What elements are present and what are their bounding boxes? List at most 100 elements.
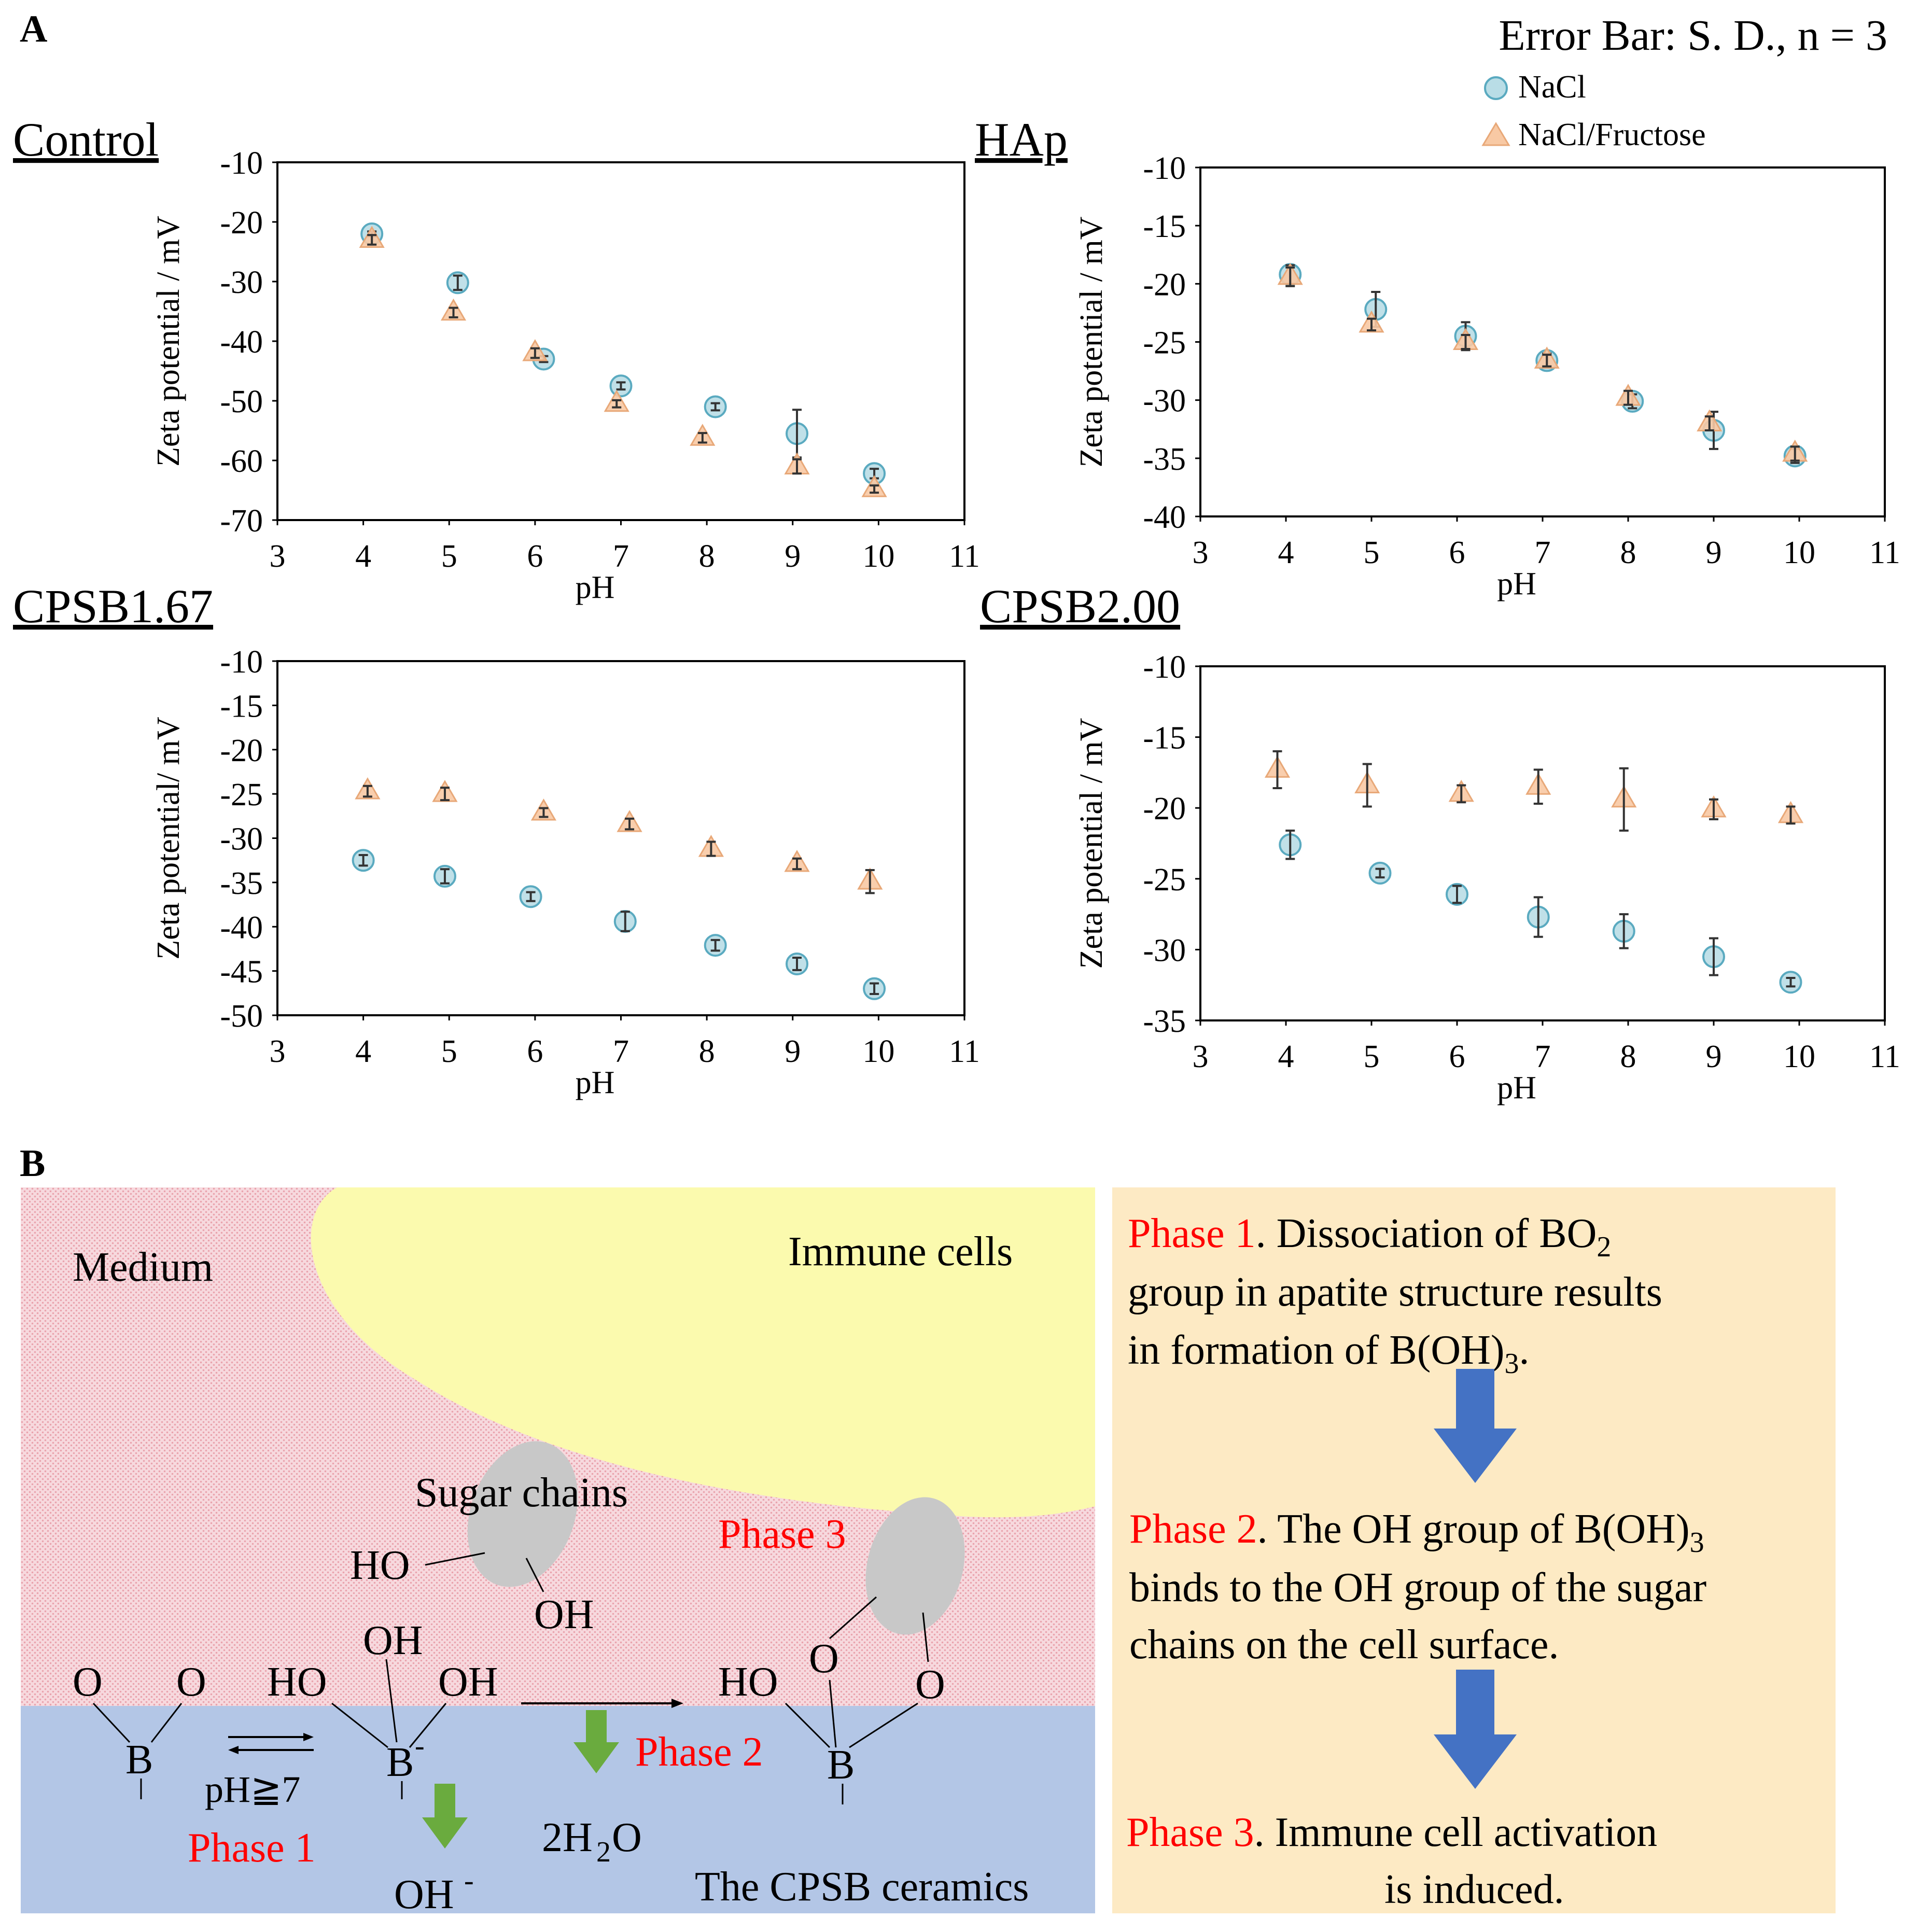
- medium-label: Medium: [73, 1244, 213, 1290]
- steps-background: [1112, 1187, 1836, 1913]
- species1-bond-left: [92, 1702, 131, 1743]
- x-tick-label: 9: [1706, 535, 1722, 570]
- x-tick-label: 7: [1535, 535, 1551, 570]
- chart-title: CPSB2.00: [980, 580, 1180, 633]
- species3-bond-sugar-right: [922, 1612, 929, 1662]
- x-tick-label: 10: [862, 539, 894, 574]
- y-tick-label: -45: [220, 955, 263, 990]
- y-tick-label: -50: [220, 999, 263, 1034]
- x-tick-label: 6: [527, 539, 543, 574]
- x-tick-label: 4: [355, 1034, 371, 1069]
- step3-text-a: . Immune cell activation: [1254, 1810, 1658, 1855]
- chart-cpsb200: CPSB2.00 -10 -15 -20 -25 -30 -353 4 5 6 7 8 9 10 11 pH Z…: [980, 580, 1900, 1105]
- phase-steps-box: Phase 1. Dissociation of BO2 group in ap…: [1112, 1187, 1836, 1913]
- eq-arrow-forward-head: [303, 1733, 314, 1741]
- species3-bond-o-right: [849, 1702, 918, 1748]
- y-tick-label: -35: [1143, 1004, 1186, 1039]
- species1-o-left: O: [73, 1659, 103, 1705]
- x-axis-label: pH: [576, 570, 615, 605]
- step1-line2: group in apatite structure results: [1128, 1269, 1662, 1315]
- x-tick-label: 5: [1364, 535, 1380, 570]
- x-tick-label: 7: [1535, 1039, 1551, 1074]
- x-tick-label: 6: [527, 1034, 543, 1069]
- water-sub-2: 2: [596, 1836, 611, 1868]
- eq-arrow-back-head: [228, 1746, 239, 1754]
- x-tick-label: 3: [270, 539, 286, 574]
- legend-fructose-label: NaCl/Fructose: [1518, 117, 1706, 152]
- chart-cpsb167: CPSB1.67-10 -15 -20 -25 -30 -35 -40 -45 -503 4 5 6 7…: [13, 580, 980, 1100]
- plot-frame: [1199, 665, 1886, 1021]
- y-axis-label: Zeta potential / mV: [151, 216, 186, 467]
- step2-sub: 3: [1690, 1527, 1704, 1559]
- x-tick-label: 10: [1783, 1039, 1815, 1074]
- x-tick-label: 9: [1706, 1039, 1722, 1074]
- plot-frame: [276, 161, 965, 521]
- y-tick-label: -40: [220, 325, 263, 360]
- mechanism-diagram: Medium Immune cells The CPSB ceramics Su…: [21, 1187, 1095, 1917]
- x-tick-label: 8: [1620, 1039, 1636, 1074]
- y-tick-label: -60: [220, 444, 263, 479]
- y-tick-label: -25: [220, 777, 263, 813]
- y-tick-label: -20: [220, 205, 263, 241]
- panel-b-letter: B: [20, 1142, 45, 1185]
- y-tick-label: -35: [1143, 442, 1186, 477]
- y-tick-label: -40: [1143, 500, 1186, 535]
- panel-a-letter: A: [20, 8, 47, 50]
- species2-charge: -: [415, 1730, 425, 1762]
- step2-text-a: . The OH group of B(OH): [1257, 1506, 1690, 1552]
- y-axis-label: Zeta potential / mV: [1074, 216, 1109, 467]
- x-tick-label: 11: [1869, 1039, 1900, 1074]
- y-tick-label: -15: [1143, 209, 1186, 244]
- y-tick-label: -30: [220, 822, 263, 857]
- x-axis-label: pH: [1497, 566, 1536, 601]
- species2-b: B: [386, 1740, 414, 1785]
- y-tick-label: -10: [1143, 151, 1186, 186]
- sugar-chain-1: [467, 1441, 578, 1587]
- sugar-oh: OH: [534, 1592, 594, 1637]
- species1-b: B: [125, 1737, 153, 1783]
- species2-oh-top: OH: [363, 1618, 423, 1663]
- y-axis-label: Zeta potential / mV: [1074, 718, 1109, 969]
- step-arrow-1: [1434, 1369, 1517, 1483]
- reaction-arrow-head: [671, 1699, 683, 1708]
- step2-line3: chains on the cell surface.: [1129, 1622, 1559, 1668]
- species3-bond-ho: [785, 1702, 831, 1748]
- immune-cell-region: [311, 1187, 1095, 1518]
- y-tick-label: -20: [1143, 267, 1186, 302]
- immune-cells-label: Immune cells: [788, 1229, 1013, 1275]
- chart-title: CPSB1.67: [13, 580, 213, 633]
- water-release-arrow: [573, 1710, 619, 1773]
- x-axis-label: pH: [576, 1065, 615, 1100]
- x-tick-label: 8: [699, 1034, 715, 1069]
- oh-product: OH: [394, 1872, 454, 1917]
- y-tick-label: -30: [1143, 933, 1186, 968]
- x-tick-label: 8: [699, 539, 715, 574]
- x-tick-label: 3: [1193, 1039, 1209, 1074]
- chart-title: Control: [13, 113, 159, 166]
- sugar-oh-bond: [525, 1558, 544, 1592]
- step3-line2: is induced.: [1384, 1867, 1564, 1912]
- step2-line2: binds to the OH group of the sugar: [1129, 1565, 1706, 1611]
- y-tick-label: -10: [1143, 650, 1186, 685]
- plot-frame: [276, 660, 965, 1016]
- error-bar-note: Error Bar: S. D., n = 3: [1499, 11, 1887, 60]
- species3-bond-sugar-left: [829, 1596, 877, 1640]
- y-tick-label: -35: [220, 866, 263, 901]
- legend-fructose-marker: [1481, 122, 1510, 146]
- y-tick-label: -10: [220, 146, 263, 181]
- species3-bond-o-left: [829, 1679, 837, 1748]
- water-o: O: [612, 1815, 642, 1860]
- species2-oh-right: OH: [438, 1659, 498, 1705]
- species2-ho-left: HO: [267, 1659, 327, 1705]
- species2-bond-left: [331, 1702, 388, 1748]
- x-tick-label: 4: [1278, 1039, 1294, 1074]
- x-tick-label: 11: [949, 539, 980, 574]
- x-tick-label: 3: [270, 1034, 286, 1069]
- x-tick-label: 7: [613, 1034, 629, 1069]
- species1-o-right: O: [176, 1659, 206, 1705]
- x-tick-label: 4: [1278, 535, 1294, 570]
- step1-line3: in formation of B(OH)3.: [1128, 1327, 1530, 1380]
- y-tick-label: -50: [220, 384, 263, 419]
- x-tick-label: 5: [441, 1034, 457, 1069]
- y-axis-label: Zeta potential/ mV: [151, 717, 186, 960]
